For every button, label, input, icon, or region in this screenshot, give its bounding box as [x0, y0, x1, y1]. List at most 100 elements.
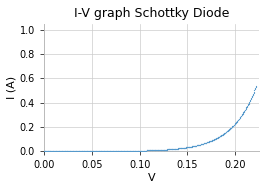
Point [63, 150, 67, 153]
Point [53, 150, 57, 153]
Point [45, 150, 49, 153]
Point [157, 148, 161, 151]
Point [237, 118, 241, 121]
Point [220, 134, 224, 137]
Point [166, 148, 170, 151]
Point [194, 144, 198, 147]
Point [233, 122, 238, 125]
Point [172, 147, 176, 150]
Point [230, 125, 234, 128]
Point [151, 149, 155, 152]
Point [139, 149, 143, 152]
Point [147, 149, 151, 152]
Point [183, 146, 187, 149]
Point [102, 150, 106, 153]
Point [217, 135, 221, 138]
Point [105, 150, 109, 153]
Point [188, 145, 192, 148]
Point [115, 150, 119, 153]
Point [57, 150, 61, 153]
Point [189, 145, 193, 148]
Point [128, 149, 132, 152]
Point [213, 137, 218, 140]
Point [120, 150, 125, 153]
Point [242, 110, 246, 113]
Point [223, 131, 228, 134]
Point [181, 146, 185, 149]
Point [225, 130, 229, 133]
Point [185, 146, 189, 149]
Point [229, 126, 233, 129]
Point [204, 141, 208, 144]
Point [54, 150, 58, 153]
Point [110, 150, 115, 153]
Point [84, 150, 88, 153]
Point [166, 148, 170, 151]
Point [113, 150, 117, 153]
Point [183, 146, 187, 149]
Point [171, 147, 175, 150]
Point [176, 147, 180, 150]
Point [144, 149, 148, 152]
Point [97, 150, 101, 153]
Point [192, 144, 197, 147]
Point [116, 150, 120, 153]
Point [201, 142, 205, 145]
Point [178, 147, 182, 150]
Point [197, 143, 201, 146]
Point [223, 131, 227, 135]
Point [181, 146, 186, 149]
Point [59, 150, 63, 153]
Point [118, 150, 122, 153]
Point [88, 150, 92, 153]
Point [61, 150, 65, 153]
Point [85, 150, 90, 153]
Point [87, 150, 91, 153]
Point [51, 150, 56, 153]
Point [137, 149, 141, 152]
Point [161, 148, 166, 151]
Point [49, 150, 53, 153]
Point [47, 150, 51, 153]
Point [95, 150, 99, 153]
Point [229, 126, 234, 129]
Point [163, 148, 167, 151]
Point [99, 150, 104, 153]
Point [231, 124, 236, 127]
Point [133, 149, 137, 152]
Point [87, 150, 91, 153]
Point [210, 139, 214, 142]
Point [48, 150, 52, 153]
Point [81, 150, 85, 153]
Point [42, 150, 46, 153]
Point [219, 134, 223, 137]
Point [68, 150, 72, 153]
Point [196, 144, 200, 147]
Point [226, 129, 230, 132]
Point [89, 150, 93, 153]
Point [125, 149, 130, 152]
Point [74, 150, 78, 153]
Point [192, 144, 196, 147]
Point [236, 118, 240, 121]
Point [119, 150, 123, 153]
Point [70, 150, 74, 153]
Point [244, 106, 248, 109]
Point [83, 150, 88, 153]
Point [106, 150, 110, 153]
Point [168, 148, 172, 151]
Point [146, 149, 150, 152]
Point [131, 149, 135, 152]
Point [52, 150, 56, 153]
Point [42, 150, 47, 153]
Point [221, 133, 225, 136]
Point [43, 150, 48, 153]
Point [60, 150, 64, 153]
Point [99, 150, 103, 153]
Point [220, 133, 224, 136]
Point [44, 150, 48, 153]
Point [61, 150, 66, 153]
Point [88, 150, 93, 153]
Point [241, 111, 246, 114]
Point [108, 150, 113, 153]
